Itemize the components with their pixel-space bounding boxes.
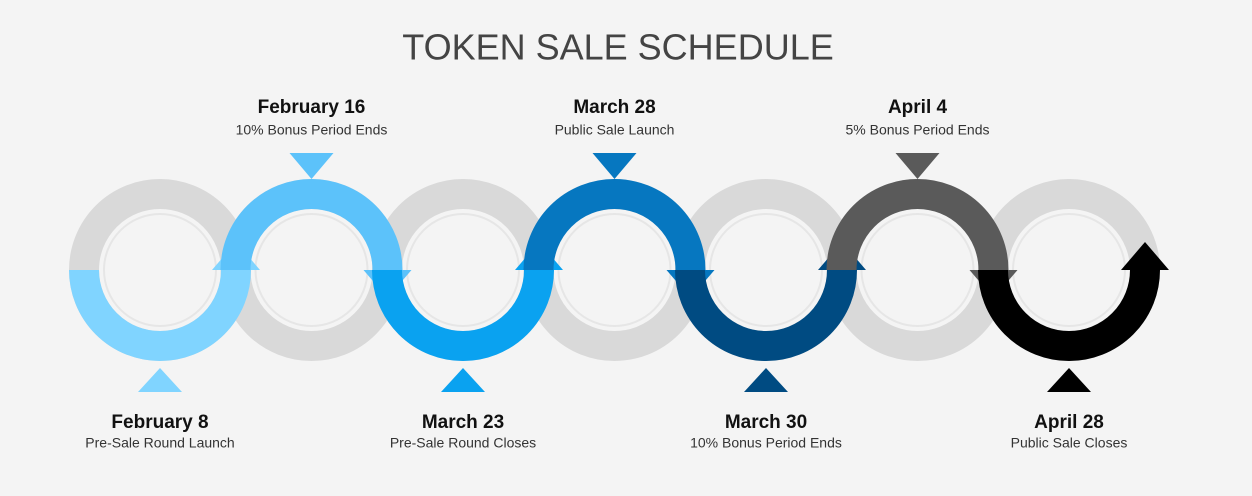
milestone-date: April 28: [1034, 412, 1104, 433]
milestone-description: Public Sale Closes: [1011, 435, 1128, 451]
milestone-date: March 30: [725, 412, 807, 433]
arrowhead: [1121, 242, 1169, 270]
milestone-date: February 16: [258, 97, 366, 118]
marker: [744, 368, 788, 392]
marker: [289, 153, 334, 179]
milestone-description: 5% Bonus Period Ends: [846, 122, 990, 138]
milestone-date: February 8: [111, 412, 208, 433]
milestone-description: Pre-Sale Round Launch: [85, 435, 234, 451]
marker: [592, 153, 637, 179]
marker: [441, 368, 485, 392]
milestone-description: 10% Bonus Period Ends: [236, 122, 388, 138]
milestone-description: Pre-Sale Round Closes: [390, 435, 536, 451]
marker: [1047, 368, 1091, 392]
milestone-date: March 23: [422, 412, 504, 433]
arc: [372, 269, 554, 361]
title: TOKEN SALE SCHEDULE: [402, 27, 833, 68]
arc: [220, 179, 403, 271]
arc: [523, 179, 706, 271]
milestone-description: Public Sale Launch: [555, 122, 675, 138]
marker: [895, 153, 940, 179]
milestone-date: April 4: [888, 97, 948, 118]
milestone-description: 10% Bonus Period Ends: [690, 435, 842, 451]
arc: [675, 269, 857, 361]
arc: [978, 269, 1160, 361]
marker: [138, 368, 182, 392]
arc: [826, 179, 1009, 271]
arc: [69, 269, 251, 361]
milestone-date: March 28: [573, 97, 655, 118]
